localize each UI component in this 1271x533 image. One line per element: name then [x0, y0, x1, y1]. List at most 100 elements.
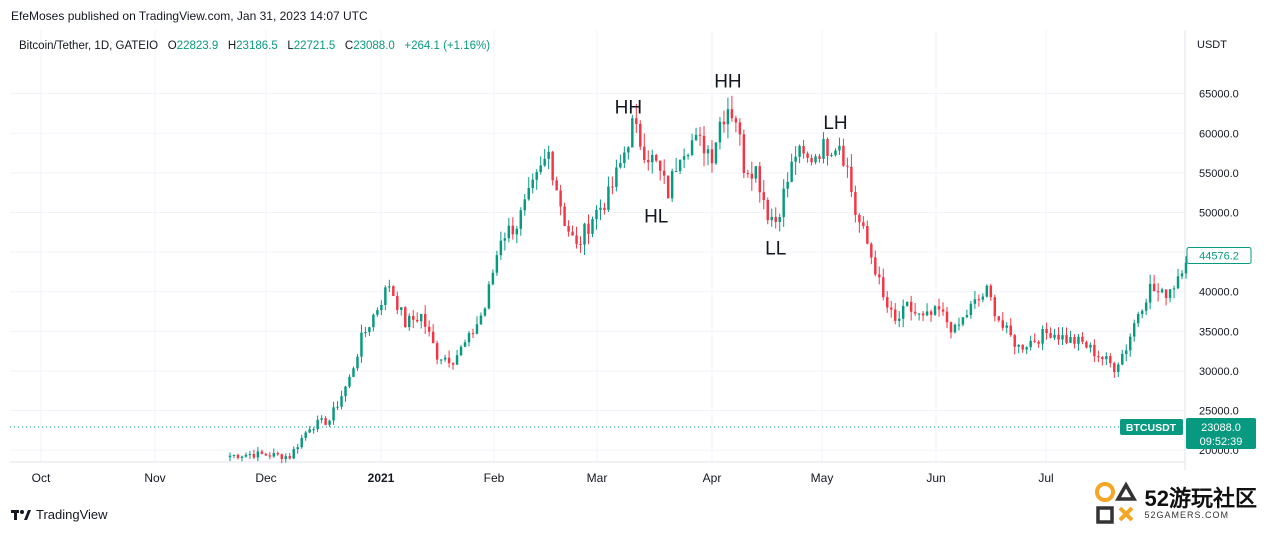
candle-body	[682, 156, 686, 160]
candle-body	[742, 134, 746, 174]
x-tick-label: Apr	[703, 471, 722, 485]
candle-body	[412, 315, 415, 320]
candle-body	[643, 146, 646, 161]
high-label: H	[227, 40, 237, 52]
y-tick-label: 50000.0	[1199, 207, 1239, 219]
candle-body	[543, 158, 546, 166]
candle-body	[774, 216, 777, 223]
candle-body	[591, 219, 594, 234]
candle-body	[483, 308, 487, 316]
candle-body	[826, 139, 829, 157]
candle-body	[296, 447, 299, 450]
candle-body	[1021, 344, 1024, 350]
candle-body	[766, 199, 769, 221]
candle-body	[718, 121, 722, 143]
current-price-box	[1186, 418, 1256, 449]
candle-body	[874, 257, 877, 275]
candle-body	[320, 418, 323, 420]
candle-body	[575, 235, 578, 244]
x-tick-label: Nov	[144, 471, 165, 485]
candle-body	[1041, 328, 1044, 344]
candle-body	[332, 407, 335, 421]
candle-body	[678, 159, 682, 172]
candle-body	[328, 420, 331, 425]
candle-body	[435, 343, 439, 360]
candle-body	[392, 286, 395, 297]
candle-body	[973, 299, 977, 304]
candle-body	[866, 226, 869, 244]
candle-body	[810, 157, 813, 163]
candle-body	[806, 153, 809, 158]
candle-body	[1113, 363, 1116, 372]
candle-body	[714, 142, 718, 164]
candle-body	[1005, 325, 1008, 328]
candle-body	[571, 231, 574, 236]
candle-body	[850, 166, 853, 192]
candle-body	[579, 243, 582, 245]
candle-body	[427, 326, 431, 332]
candle-body	[1109, 356, 1112, 364]
symbol-tag: BTCUSDT	[1126, 422, 1177, 434]
currency-label: USDT	[1197, 39, 1227, 51]
y-tick-label: 35000.0	[1199, 326, 1239, 338]
candle-body	[814, 156, 817, 163]
candle-body	[595, 209, 598, 220]
close-label: C	[344, 40, 354, 52]
candle-body	[419, 313, 423, 322]
candle-body	[1172, 288, 1176, 290]
candle-body	[1057, 334, 1060, 340]
brand-name: TradingView	[36, 507, 108, 522]
candle-body	[654, 155, 658, 161]
candle-body	[965, 315, 969, 318]
candle-body	[348, 376, 351, 387]
candle-body	[1121, 353, 1124, 365]
candle-body	[1077, 336, 1080, 344]
last-price-label-box	[1186, 246, 1252, 264]
candle-body	[451, 363, 455, 365]
candle-body	[957, 324, 961, 326]
candle-body	[1085, 341, 1088, 348]
candle-body	[531, 179, 534, 189]
candle-body	[758, 166, 762, 193]
candle-body	[1065, 335, 1068, 343]
candle-body	[1140, 310, 1144, 315]
candle-body	[706, 149, 710, 154]
tradingview-logo[interactable]: TradingView	[11, 507, 108, 522]
candle-body	[431, 331, 435, 344]
candle-body	[854, 191, 857, 215]
candle-body	[268, 455, 272, 457]
candle-body	[858, 214, 861, 223]
high-value: 23186.5	[236, 40, 278, 52]
candle-body	[941, 309, 945, 312]
candle-body	[300, 437, 303, 448]
candle-body	[838, 145, 841, 151]
candle-body	[352, 368, 355, 377]
candle-body	[607, 186, 610, 210]
candle-body	[993, 297, 997, 317]
candle-body	[1001, 320, 1004, 328]
countdown-label: 09:52:39	[1200, 436, 1243, 448]
candle-body	[842, 145, 845, 166]
candle-body	[734, 118, 738, 123]
low-value: 22721.5	[293, 40, 336, 52]
candle-body	[555, 180, 558, 191]
candle-body	[447, 357, 451, 364]
candle-body	[583, 223, 586, 245]
y-tick-label: 40000.0	[1199, 287, 1239, 299]
candle-body	[1069, 336, 1072, 343]
candle-body	[539, 165, 542, 173]
candle-body	[730, 109, 734, 119]
symbol-tag-box	[1120, 419, 1183, 435]
candle-body	[519, 210, 523, 229]
candle-body	[1105, 356, 1108, 360]
candle-body	[507, 225, 511, 239]
candle-body	[726, 109, 730, 125]
candle-body	[1033, 340, 1036, 342]
candle-body	[961, 317, 965, 325]
candle-body	[264, 453, 268, 456]
candle-body	[1089, 344, 1092, 348]
candle-body	[627, 147, 630, 153]
candle-body	[615, 167, 618, 188]
candle-body	[368, 327, 371, 333]
